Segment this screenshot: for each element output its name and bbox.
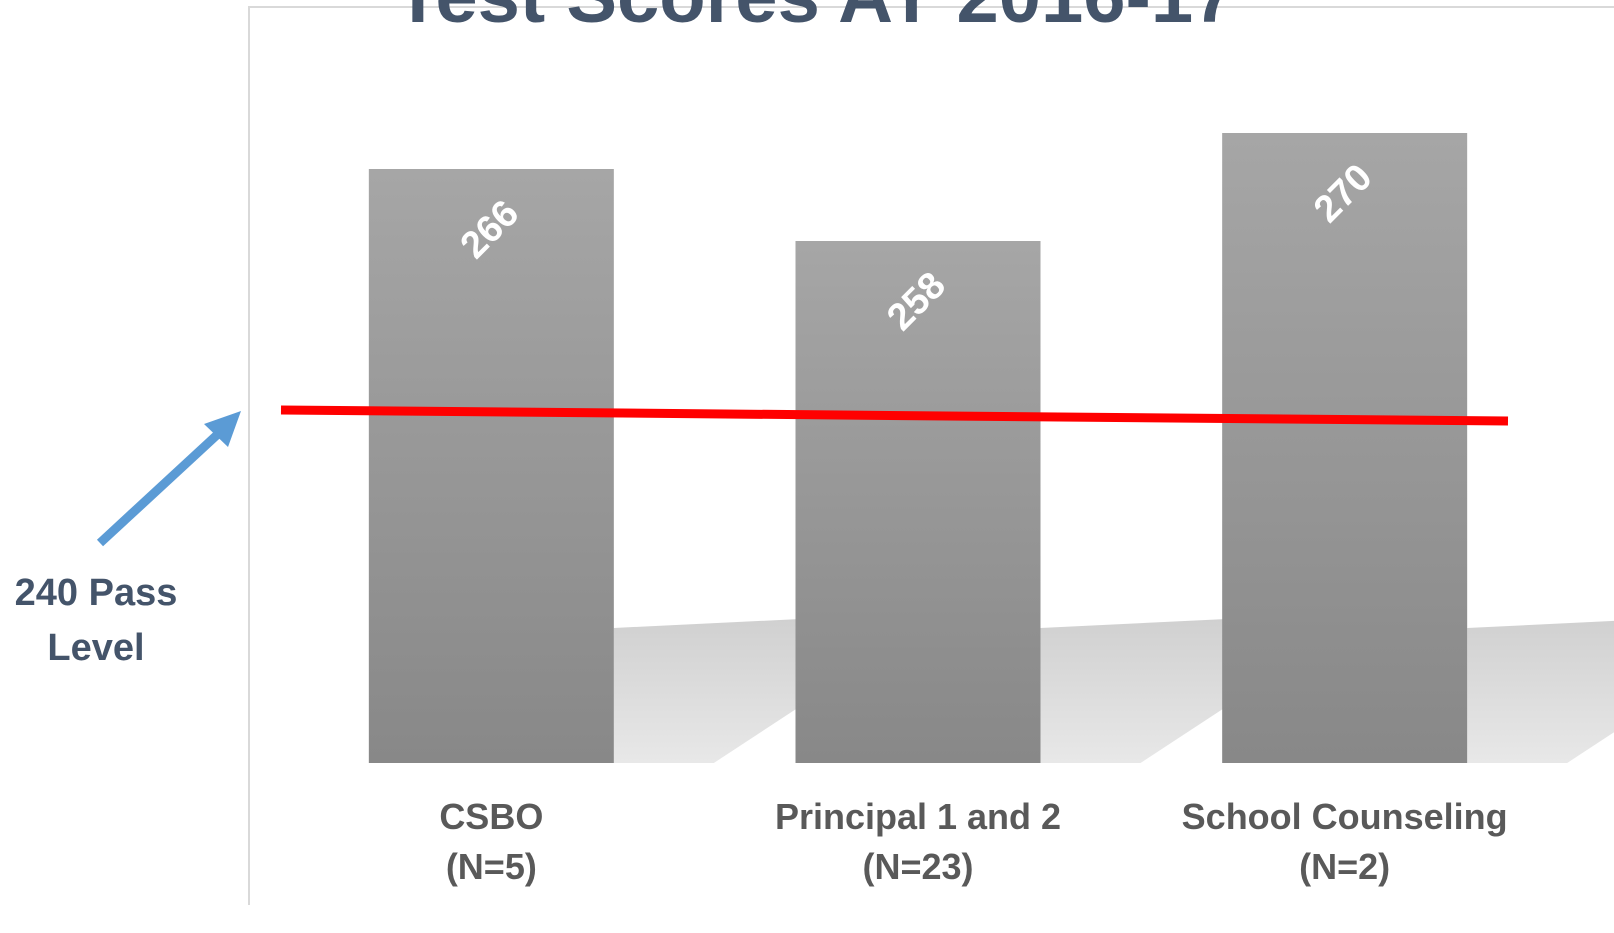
x-tick-label: (N=23) [862, 846, 973, 887]
reference-line [280, 405, 1509, 426]
x-tick-label: (N=2) [1299, 846, 1390, 887]
x-tick-label: (N=5) [446, 846, 537, 887]
bar [795, 241, 1041, 763]
arrow-shaft [96, 430, 222, 547]
annotation: Level [47, 627, 144, 669]
x-tick-label: School Counseling [1182, 796, 1508, 837]
arrow-head [204, 411, 241, 447]
bar [1222, 133, 1468, 763]
bar [368, 169, 614, 763]
annotation: 240 Pass [15, 572, 178, 614]
x-tick-label: Principal 1 and 2 [775, 796, 1061, 837]
x-tick-label: CSBO [439, 796, 543, 837]
plot-frame [248, 6, 1614, 905]
bar-shadow [1467, 620, 1614, 763]
chart-title: Test Scores AY 2016-17 [395, 0, 1236, 39]
